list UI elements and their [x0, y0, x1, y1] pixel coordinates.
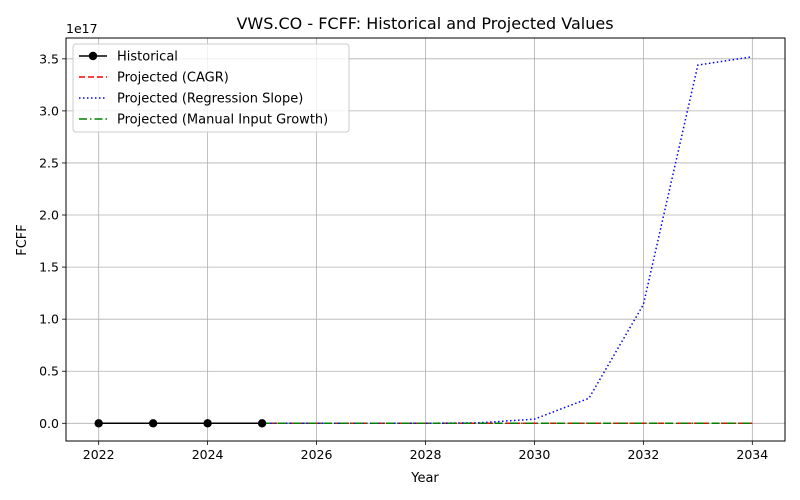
- historical-point: [257, 419, 267, 428]
- y-offset-label: 1e17: [66, 21, 98, 36]
- y-tick-label: 1.0: [39, 312, 59, 327]
- x-axis-label: Year: [410, 471, 439, 486]
- x-tick-label: 2034: [736, 447, 768, 462]
- y-tick-label: 2.5: [39, 155, 59, 170]
- y-tick-label: 3.5: [39, 51, 59, 66]
- legend-label: Projected (CAGR): [117, 71, 229, 86]
- legend: Historical Projected (CAGR) Projected (Reg…: [72, 43, 350, 133]
- y-axis-label: FCFF: [15, 224, 30, 256]
- historical-point: [94, 419, 103, 428]
- y-tick-label: 0.5: [39, 364, 59, 379]
- legend-label: Projected (Manual Input Growth): [117, 113, 328, 128]
- chart-title: VWS.CO - FCFF: Historical and Projected …: [236, 14, 613, 33]
- historical-point: [148, 419, 158, 428]
- x-tick-label: 2028: [410, 447, 442, 462]
- x-tick-label: 2032: [627, 447, 659, 462]
- series-layer: [94, 55, 753, 428]
- y-tick-label: 0.0: [39, 416, 59, 431]
- legend-box: [72, 43, 350, 133]
- x-tick-label: 2030: [519, 447, 551, 462]
- legend-label: Projected (Regression Slope): [117, 92, 303, 107]
- x-tick-label: 2022: [83, 447, 115, 462]
- x-tick-label: 2026: [301, 447, 333, 462]
- legend-label: Historical: [117, 50, 178, 65]
- legend-marker: [88, 51, 98, 61]
- y-tick-label: 3.0: [39, 103, 59, 118]
- historical-point: [203, 419, 212, 428]
- x-tick-label: 2024: [192, 447, 224, 462]
- series-line-2: [262, 55, 753, 425]
- y-tick-label: 1.5: [39, 260, 59, 275]
- axis-ticks: 2022 2024 2026 2028 2030 2032 2034 0.0 0.5 1.0 1.5…: [39, 51, 768, 462]
- y-tick-label: 2.0: [39, 208, 59, 223]
